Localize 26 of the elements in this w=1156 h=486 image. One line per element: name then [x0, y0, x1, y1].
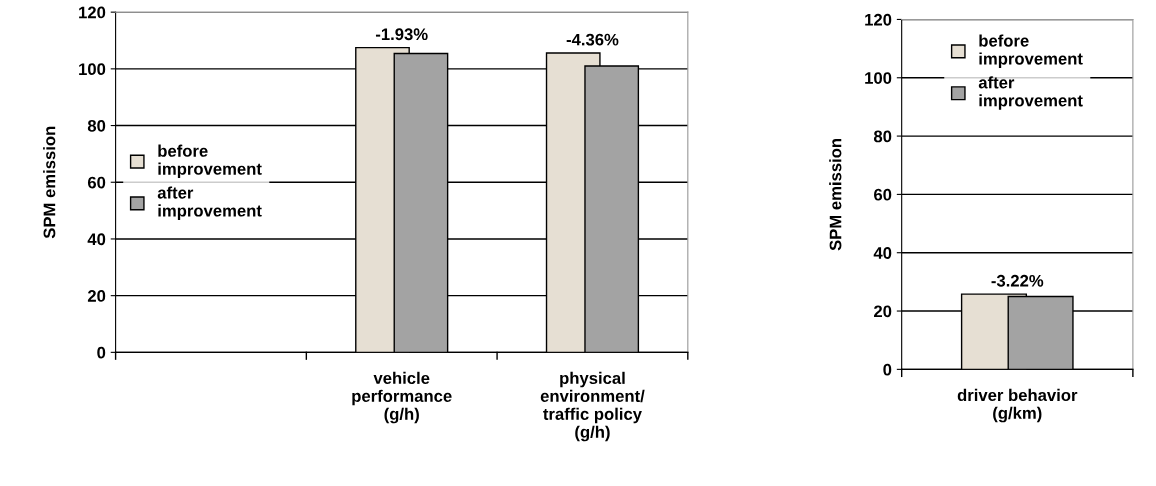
legend-label: before improvement: [979, 34, 1083, 68]
y-tick-label: 0: [883, 363, 892, 376]
y-tick-label: 100: [865, 72, 892, 84]
y-tick-label: 60: [874, 188, 892, 201]
y-tick-label: 120: [79, 6, 106, 19]
y-tick-label: 0: [97, 346, 106, 359]
annotation: -4.36%: [566, 33, 619, 46]
y-tick-label: 20: [87, 290, 106, 302]
annotation: -3.22%: [991, 274, 1044, 287]
y-tick-label: 120: [865, 13, 892, 26]
y-tick-label: 80: [873, 130, 892, 143]
y-tick-label: 80: [87, 119, 106, 132]
legend-label: before improvement: [158, 144, 262, 179]
y-tick-label: 40: [873, 247, 892, 259]
x-tick-label: driver behavior (g/km): [957, 388, 1078, 423]
y-axis-title: SPM emission: [43, 126, 56, 239]
y-axis-title: SPM emission: [829, 138, 842, 251]
y-tick-label: 20: [874, 305, 892, 318]
y-tick-label: 40: [87, 233, 106, 246]
legend-label: after improvement: [978, 76, 1083, 110]
y-tick-label: 100: [79, 63, 106, 76]
y-tick-label: 60: [87, 176, 106, 189]
x-tick-label: vehicle performance (g/h): [352, 371, 452, 424]
x-tick-label: physical environment/ traffic policy (g/h): [540, 371, 645, 442]
annotation: -1.93%: [375, 28, 428, 41]
legend-label: after improvement: [157, 186, 262, 220]
